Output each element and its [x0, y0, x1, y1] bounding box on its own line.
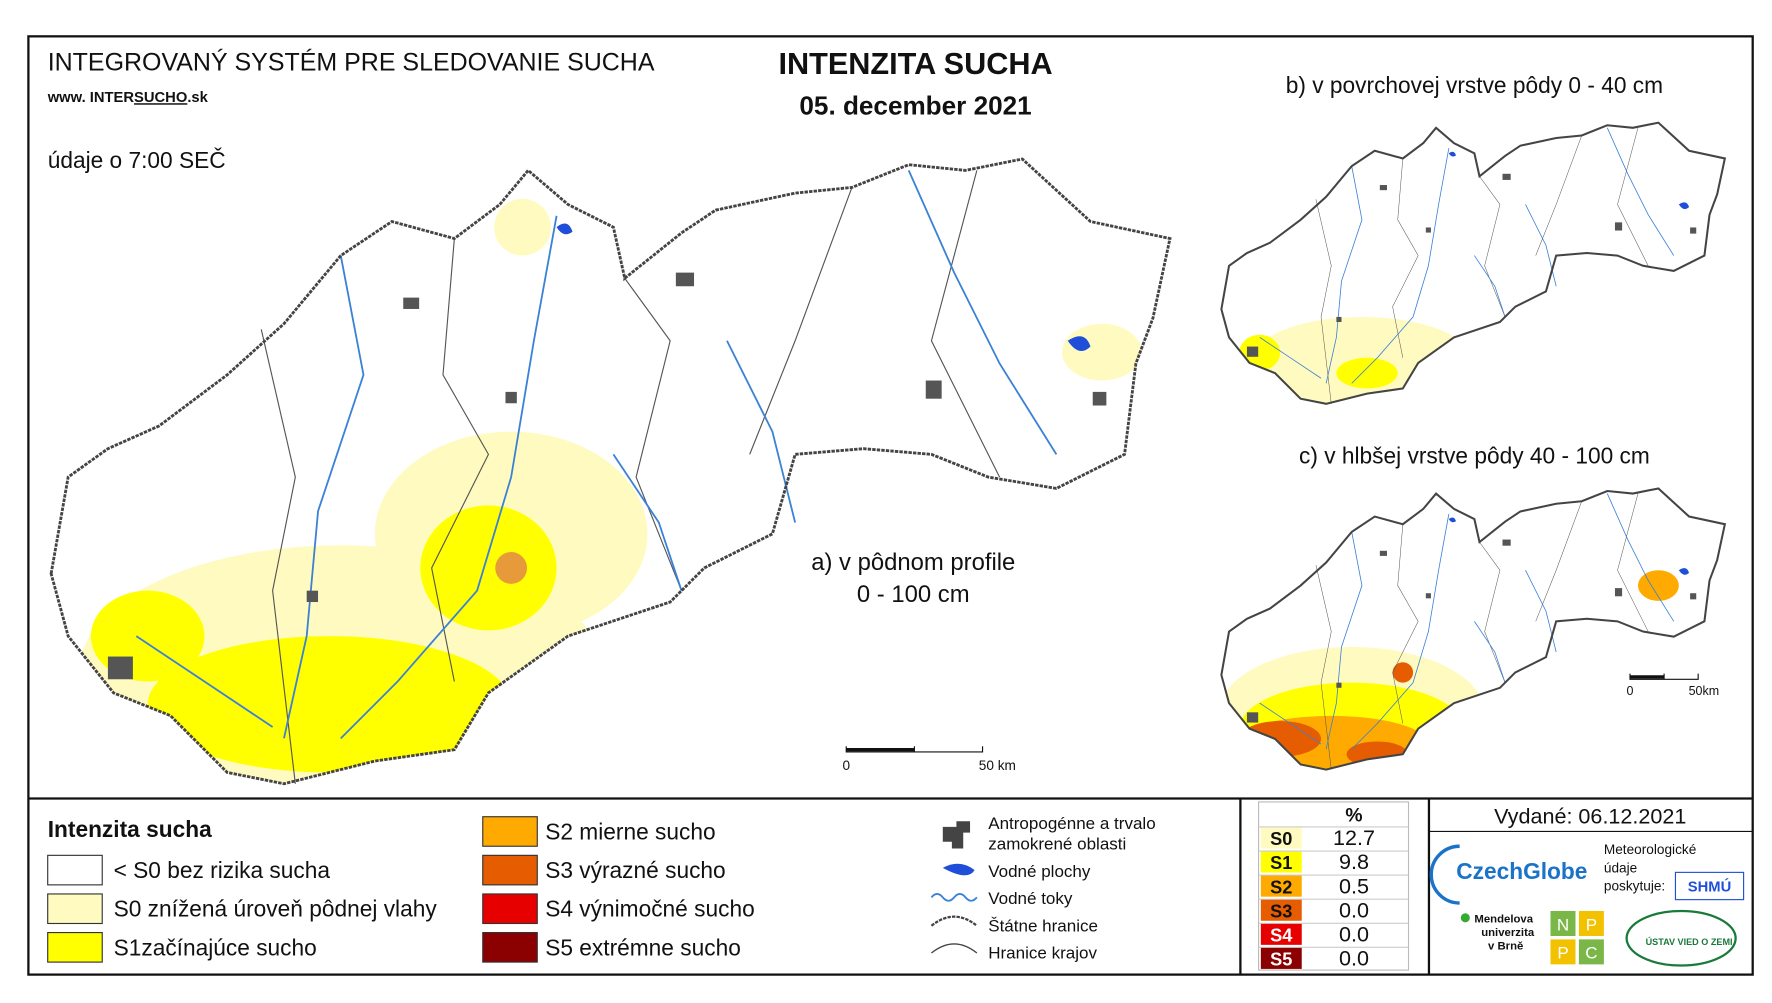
stats-value: 12.7 — [1333, 825, 1375, 850]
data-time: údaje o 7:00 SEČ — [48, 147, 226, 173]
shmu: SHMÚ — [1688, 878, 1731, 896]
legend-label: S2 mierne sucho — [545, 818, 715, 844]
legend-swatch — [47, 854, 103, 886]
npc-letter: P — [1557, 944, 1568, 963]
stats-value: 0.0 — [1339, 897, 1369, 922]
ustav-logo — [1625, 909, 1737, 967]
npc-letter: P — [1586, 915, 1597, 934]
symbol-label: Antropogénne a trvalo — [988, 814, 1155, 833]
shmu-logo — [1674, 871, 1745, 901]
stats-class-cell — [1260, 826, 1302, 849]
legend-title: Intenzita sucha — [48, 816, 212, 842]
mendel-text: v Brně — [1488, 941, 1523, 953]
stats-class-cell — [1260, 875, 1302, 897]
stats-value: 0.5 — [1339, 873, 1369, 898]
met-text: Meteorologické — [1604, 842, 1696, 857]
mendel-text: Mendelova — [1474, 913, 1533, 925]
symbol-label: Vodné toky — [988, 889, 1073, 908]
stats-table: S0 12.7 S1 9.8 S2 0.5 S3 0.0 S4 0.0 S5 0.0 — [1258, 801, 1410, 971]
anthropogenic-icon — [942, 821, 971, 849]
scale-label: 50km — [1689, 684, 1720, 698]
legend-label: < S0 bez rizika sucha — [114, 857, 331, 883]
water-icon — [942, 863, 975, 876]
npc-logo — [1550, 910, 1604, 965]
stats-value: 0.0 — [1339, 946, 1369, 971]
stats-class: S5 — [1270, 950, 1292, 970]
legend-label: S0 znížená úroveň pôdnej vlahy — [114, 896, 438, 922]
legend-label: S5 extrémne sucho — [545, 934, 741, 960]
map-c-label: c) v hlbšej vrstve pôdy 40 - 100 cm — [1299, 442, 1650, 468]
legend-label: S3 výrazné sucho — [545, 857, 725, 883]
scale-label: 0 — [1627, 684, 1634, 698]
stats-class-cell — [1260, 923, 1302, 945]
web-highlight: SUCHO — [134, 90, 187, 106]
legend: < S0 bez rizika sucha S0 znížená úroveň p… — [47, 816, 755, 963]
symbol-label: Štátne hranice — [988, 916, 1098, 935]
map-a — [49, 157, 1172, 786]
scale-bar — [845, 746, 984, 753]
legend-swatch — [482, 932, 538, 963]
ustav: ÚSTAV VIED O ZEMI — [1646, 936, 1733, 947]
scale-bar — [1629, 673, 1699, 680]
czechglobe: CzechGlobe — [1456, 858, 1587, 884]
stats-value: 9.8 — [1339, 849, 1369, 874]
stats-class: S0 — [1270, 829, 1292, 849]
legend-label: S4 výnimočné sucho — [545, 896, 754, 922]
symbol-label: Hranice krajov — [988, 944, 1097, 963]
scale-label: 50 km — [979, 758, 1016, 773]
symbol-label: zamokrené oblasti — [988, 835, 1126, 854]
system-title: INTEGROVANÝ SYSTÉM PRE SLEDOVANIE SUCHA — [48, 47, 655, 76]
stats-border — [1258, 801, 1410, 971]
mendel-dot — [1460, 913, 1470, 923]
date: 05. december 2021 — [799, 91, 1031, 121]
met-text: údaje — [1604, 860, 1637, 875]
web-prefix: www. INTER — [47, 90, 135, 106]
main-title: INTENZITA SUCHA — [778, 47, 1052, 81]
stats-class: S2 — [1270, 877, 1292, 897]
region-border-icon — [931, 943, 978, 954]
legend-swatch — [482, 893, 538, 925]
river-icon — [930, 893, 978, 902]
czechglobe-arc — [1429, 844, 1460, 905]
map-b-label: b) v povrchovej vrstve pôdy 0 - 40 cm — [1286, 72, 1663, 98]
stats-class: S3 — [1270, 901, 1292, 921]
met-text: poskytuje: — [1604, 879, 1665, 894]
legend-swatch — [482, 854, 538, 886]
stats-class-cell — [1260, 899, 1302, 921]
issued: Vydané: 06.12.2021 — [1494, 804, 1686, 829]
npc-letter: C — [1585, 944, 1597, 963]
legend-swatch — [482, 816, 538, 847]
stats-class: S4 — [1270, 925, 1292, 945]
stats-class-cell — [1260, 851, 1302, 873]
web-suffix: .sk — [187, 90, 208, 106]
map-a-label: 0 - 100 cm — [857, 581, 970, 608]
border-icon — [930, 915, 978, 927]
stats-class-cell — [1260, 947, 1302, 969]
scale-label: 0 — [842, 758, 850, 773]
stats-class: S1 — [1270, 853, 1292, 873]
legend-label: S1začínajúce sucho — [114, 934, 317, 960]
symbol-label: Vodné plochy — [988, 862, 1091, 881]
legend-swatch — [47, 893, 103, 925]
mendel-text: univerzita — [1481, 927, 1535, 939]
npc-letter: N — [1557, 915, 1569, 934]
map-a-label: a) v pôdnom profile — [811, 549, 1015, 576]
legend-swatch — [47, 932, 103, 963]
stats-value: 0.0 — [1339, 921, 1369, 946]
stats-header: % — [1345, 805, 1362, 826]
website: www. INTERSUCHO.sk — [47, 90, 209, 106]
